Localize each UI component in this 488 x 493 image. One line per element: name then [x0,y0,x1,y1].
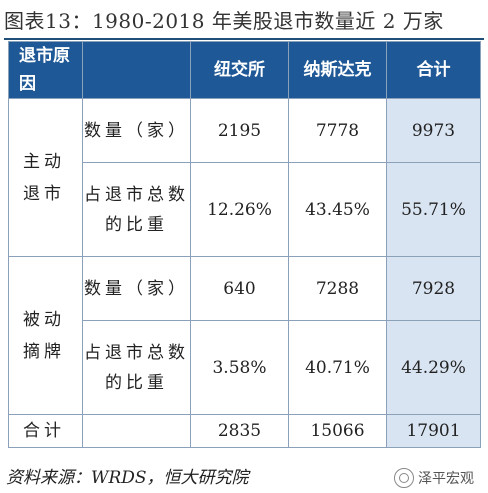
cell-nyse: 12.26% [190,162,289,257]
row-label: 占退市总数的比重 [82,162,191,257]
delisting-table: 退市原因 纽交所 纳斯达克 合计 主动退市 数量（家） 2195 7778 99… [8,41,481,448]
header-nasdaq: 纳斯达克 [288,41,387,99]
cell-total: 7928 [386,256,481,321]
cell-total: 9973 [386,98,481,163]
cell-nasdaq: 15066 [288,414,387,448]
source-note: 资料来源：WRDS，恒大研究院 [6,468,249,488]
table-row: 主动退市 数量（家） 2195 7778 9973 [8,98,481,257]
cell-nyse: 2835 [190,414,289,448]
table-row: 被动摘牌 数量（家） 640 7288 7928 [8,256,481,415]
cell-nyse: 3.58% [190,320,289,415]
cell-nasdaq: 43.45% [288,162,387,257]
table-row: 占退市总数的比重 3.58% 40.71% 44.29% [9,320,481,415]
wechat-icon [394,468,414,488]
row-label: 占退市总数的比重 [82,320,191,415]
header-empty [82,41,191,99]
header-total: 合计 [386,41,481,99]
total-label: 合计 [8,414,83,448]
cell-nasdaq: 7288 [288,256,387,321]
watermark: 泽平宏观 [394,468,474,488]
row-label: 数量（家） [82,256,191,321]
header-row: 退市原因 纽交所 纳斯达克 合计 [8,41,481,99]
total-row: 合计 2835 15066 17901 [8,414,481,448]
total-empty [82,414,191,448]
figure-title: 图表13：1980-2018 年美股退市数量近 2 万家 [4,4,484,40]
cell-nasdaq: 40.71% [288,320,387,415]
row-label: 数量（家） [82,98,191,163]
watermark-text: 泽平宏观 [418,471,474,487]
cell-total: 55.71% [386,162,481,257]
header-reason: 退市原因 [8,41,83,99]
cell-nyse: 640 [190,256,289,321]
group-forced: 被动摘牌 [8,256,83,415]
header-nyse: 纽交所 [190,41,289,99]
cell-total: 17901 [386,414,481,448]
cell-total: 44.29% [386,320,481,415]
cell-nasdaq: 7778 [288,98,387,163]
group-voluntary: 主动退市 [8,98,83,257]
table-row: 占退市总数的比重 12.26% 43.45% 55.71% [9,162,481,257]
cell-nyse: 2195 [190,98,289,163]
